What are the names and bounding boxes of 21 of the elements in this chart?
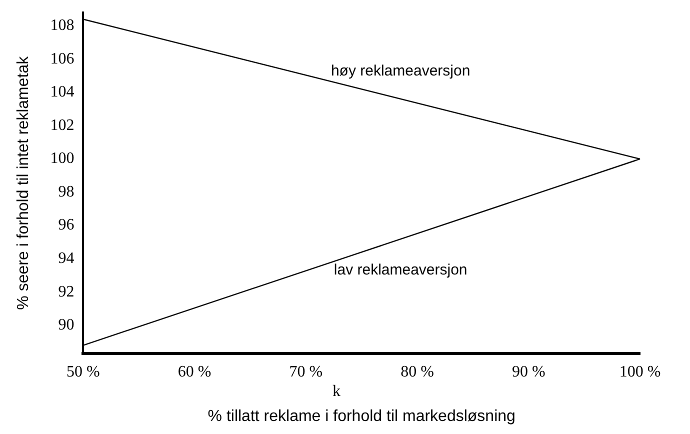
y-tick-label: 106 (50, 50, 74, 68)
series-label: lav reklameaversjon (334, 262, 468, 279)
y-tick-label: 104 (50, 84, 74, 101)
y-tick-label: 96 (58, 216, 74, 234)
y-tick-label: 92 (58, 283, 74, 300)
x-tick-label: 80 % (400, 363, 434, 380)
x-tick-label: 100 % (619, 363, 661, 380)
y-tick-label: 108 (50, 17, 74, 34)
y-tick-label: 90 (58, 316, 74, 334)
x-tick-label: 60 % (178, 363, 212, 380)
series-label: høy reklameaversjon (330, 62, 470, 80)
y-tick-label: 94 (58, 250, 74, 267)
y-tick-label: 100 (50, 150, 74, 168)
x-axis-title: % tillatt reklame i forhold til markedsløsning (208, 408, 516, 425)
y-axis-title: % seere i forhold til intet reklametak (15, 55, 32, 310)
x-tick-label: 50 % (66, 363, 100, 380)
text: k (332, 382, 341, 400)
y-tick-label: 98 (58, 183, 74, 200)
x-tick-label: 90 % (512, 363, 546, 380)
y-tick-label: 102 (50, 116, 74, 134)
x-tick-label: 70 % (289, 363, 323, 380)
